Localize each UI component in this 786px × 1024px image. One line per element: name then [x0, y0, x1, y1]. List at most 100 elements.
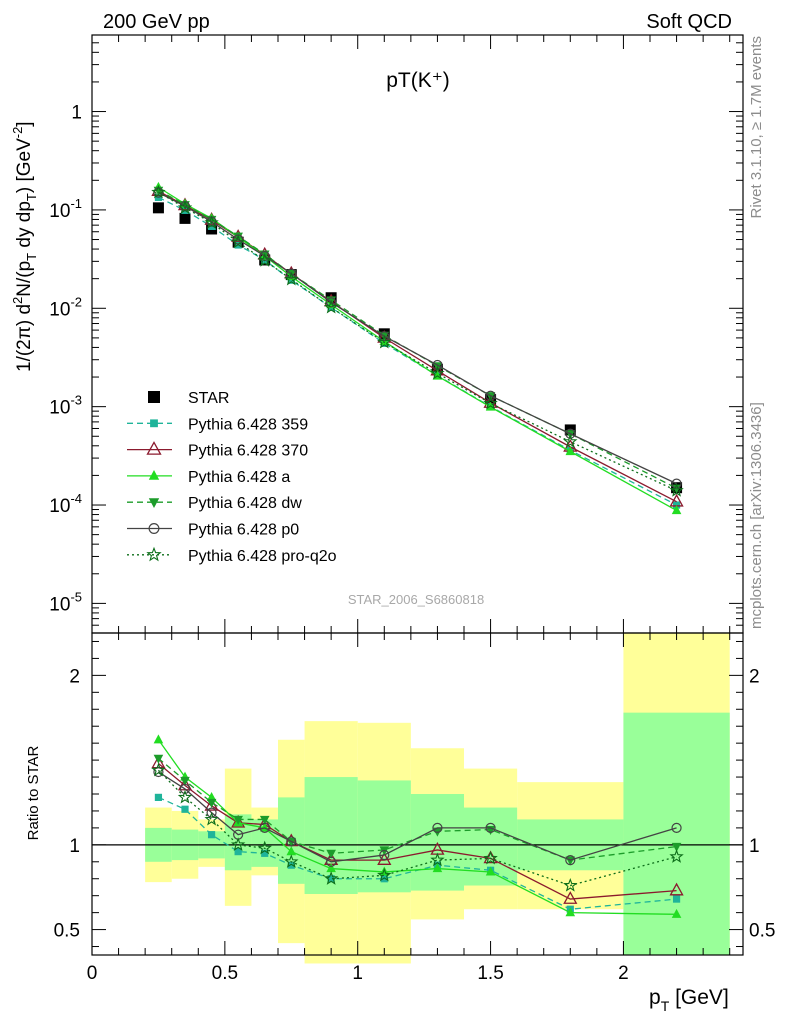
data-point [565, 428, 576, 439]
main-axis-ticks: 10-5 10-4 10-3 10-2 10-1 1 [49, 34, 743, 633]
data-point [377, 334, 392, 349]
data-point [430, 365, 445, 380]
ratio-point [669, 882, 684, 896]
legend-label: Pythia 6.428 359 [188, 416, 308, 433]
data-point [204, 215, 219, 229]
main-y-tick-label: 10-2 [49, 294, 82, 320]
stat-uncertainty-band [623, 712, 730, 955]
data-point [671, 484, 682, 494]
legend-marker [148, 523, 160, 534]
ratio-point [286, 846, 297, 856]
data-point [672, 501, 681, 509]
data-point [671, 505, 682, 515]
ratio-point [379, 849, 390, 861]
ratio-point [432, 863, 443, 873]
ratio-point [287, 861, 295, 869]
data-point [323, 299, 339, 314]
data-point [483, 395, 498, 410]
legend-marker [146, 441, 162, 455]
ratio-point [154, 793, 163, 801]
data-point [151, 184, 166, 199]
ratio-point [206, 807, 217, 818]
ratio-data-series [151, 734, 684, 918]
data-point [286, 268, 297, 279]
ratio-line [158, 762, 677, 900]
series-pythia-6-428-pro-q2o [151, 184, 684, 497]
legend-entry: Pythia 6.428 pro-q2o [127, 546, 337, 565]
rivet-version-label: Rivet 3.1.10, ≥ 1.7M events [748, 36, 765, 219]
mcplots-label: mcplots.cern.ch [arXiv:1306.3436] [748, 402, 765, 629]
legend-label: STAR [188, 390, 229, 407]
legend-label: Pythia 6.428 370 [188, 443, 308, 460]
header-left: 200 GeV pp [103, 11, 210, 33]
data-point [153, 187, 164, 198]
ratio-point [233, 815, 243, 825]
ratio-point [380, 875, 388, 883]
ratio-point [483, 850, 498, 865]
legend-entry: Pythia 6.428 dw [127, 495, 302, 512]
ratio-point [153, 766, 164, 778]
data-point [179, 212, 191, 224]
ratio-point [286, 836, 297, 847]
series-line [158, 191, 677, 492]
ratio-point [234, 848, 242, 856]
main-y-tick-label: 10-5 [49, 589, 82, 615]
ratio-line [157, 769, 677, 887]
ratio-point [206, 798, 217, 808]
main-plot-frame [91, 34, 744, 634]
legend-marker [148, 498, 160, 509]
ratio-point [181, 805, 189, 813]
ratio-point [672, 895, 681, 903]
ratio-point [230, 837, 246, 851]
data-point [671, 478, 682, 489]
ratio-point [432, 822, 443, 833]
series-pythia-6-428-a [153, 181, 682, 515]
main-y-tick-label: 1 [71, 103, 82, 124]
data-point [230, 234, 246, 249]
series-line [158, 192, 677, 485]
legend-marker [148, 470, 160, 480]
data-point [326, 297, 337, 308]
ratio-point [327, 875, 335, 883]
main-y-tick-label: 10-1 [49, 196, 82, 222]
ratio-point [259, 815, 270, 825]
svg-text:1/(2π) d2N/(pT dy dpT) [GeV-2]: 1/(2π) d2N/(pT dy dpT) [GeV-2] [10, 121, 39, 372]
ratio-y-tick-label-right: 2 [749, 666, 760, 687]
ratio-line [158, 771, 677, 863]
ratio-y-axis-label: Ratio to STAR [25, 745, 42, 840]
legend-entry: STAR [148, 390, 229, 407]
ratio-y-tick-label: 1 [69, 836, 80, 857]
ratio-point [177, 789, 193, 804]
ratio-point [671, 908, 682, 918]
ratio-point [261, 849, 269, 857]
legend-marker [148, 391, 160, 403]
svg-text:pT [GeV]: pT [GeV] [649, 986, 729, 1014]
ratio-series-pythia-6-428-pro-q2o [151, 762, 684, 892]
data-point [564, 424, 576, 436]
ratio-point [563, 891, 578, 904]
ratio-x-tick-label: 2 [618, 963, 629, 984]
ratio-point [671, 822, 682, 833]
data-point [177, 200, 193, 214]
main-y-tick-label: 10-4 [49, 491, 82, 517]
legend-marker [150, 419, 158, 428]
data-point [287, 276, 295, 284]
data-point [152, 202, 164, 214]
main-y-tick-label: 10-3 [49, 393, 82, 419]
legend-entry: Pythia 6.428 370 [127, 441, 308, 460]
ratio-y-tick-label: 2 [69, 666, 80, 687]
legend-entry: Pythia 6.428 359 [127, 416, 308, 433]
legend: STAR Pythia 6.428 359 Pythia 6.428 370 Pyth… [127, 390, 337, 565]
data-point [284, 271, 299, 286]
ratio-x-tick-label: 0 [87, 963, 98, 984]
ratio-point [430, 852, 445, 867]
data-point [432, 359, 443, 371]
ratio-y-tick-label-right: 1 [749, 836, 760, 857]
ratio-x-tick-label: 1 [352, 963, 363, 984]
x-axis-label: pT [GeV] [649, 986, 729, 1014]
legend-label: Pythia 6.428 a [188, 469, 290, 486]
ratio-point [377, 867, 392, 882]
ratio-point [669, 849, 684, 863]
ratio-point [326, 863, 336, 873]
